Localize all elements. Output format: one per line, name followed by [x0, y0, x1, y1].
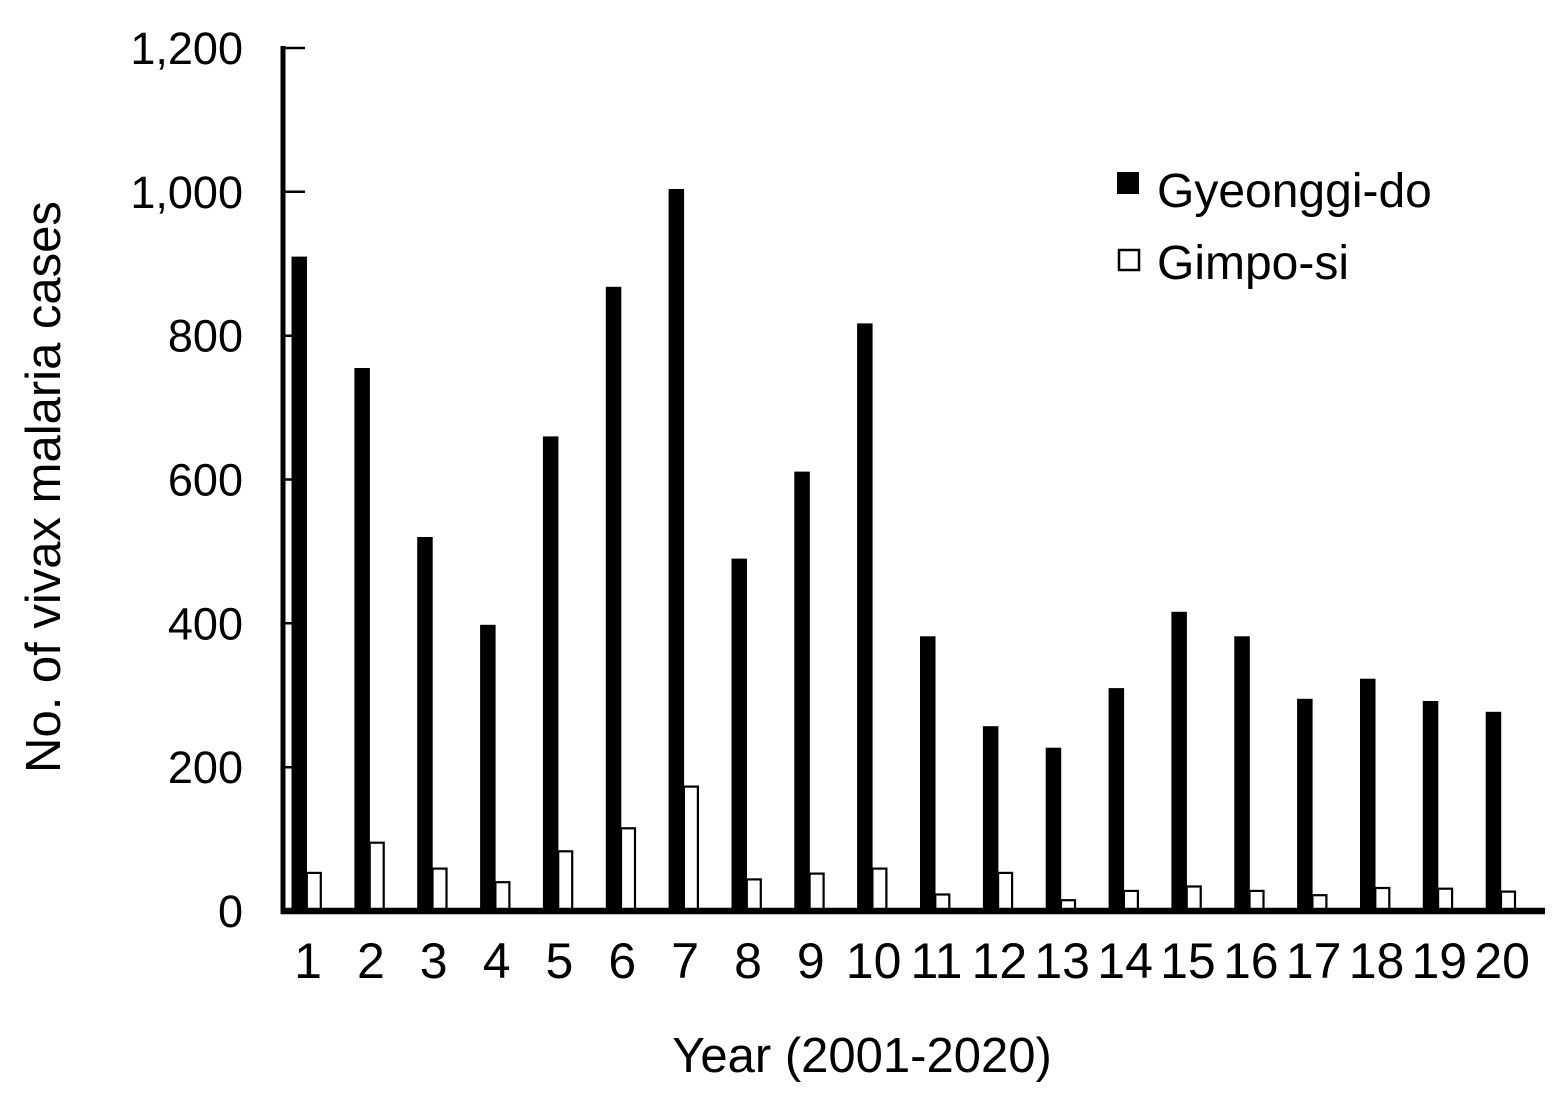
bar-gimpo-year-12	[996, 871, 1014, 914]
x-tick-label-2: 2	[357, 933, 385, 989]
x-tick-label-8: 8	[734, 933, 762, 989]
bar-gimpo-year-9	[808, 872, 825, 914]
bar-gyeonggi-year-18	[1360, 678, 1376, 913]
x-tick-label-6: 6	[608, 933, 636, 989]
bar-gyeonggi-year-9	[794, 471, 810, 913]
x-tick-label-17: 17	[1286, 933, 1342, 989]
bar-gyeonggi-year-19	[1422, 701, 1439, 913]
x-tick-label-19: 19	[1411, 933, 1467, 989]
legend-swatch-gyeonggi-filled-square-icon	[1117, 172, 1139, 194]
x-tick-label-10: 10	[846, 933, 902, 989]
y-tick-label-600: 600	[168, 455, 243, 506]
x-tick-label-16: 16	[1223, 933, 1279, 989]
bar-gyeonggi-year-6	[605, 286, 622, 913]
y-axis-title: No. of vivax malaria cases	[17, 201, 71, 773]
x-tick-label-14: 14	[1097, 933, 1153, 989]
bar-gimpo-year-10	[871, 867, 888, 914]
bar-gyeonggi-year-11	[920, 636, 936, 913]
x-tick-label-7: 7	[671, 933, 699, 989]
bar-gimpo-year-7	[682, 785, 700, 914]
bar-gimpo-year-5	[557, 850, 574, 914]
bar-gyeonggi-year-15	[1171, 611, 1187, 913]
x-tick-label-1: 1	[294, 933, 322, 989]
bar-gyeonggi-year-16	[1234, 636, 1250, 913]
legend: Gyeonggi-do Gimpo-si	[1117, 165, 1432, 290]
bar-gyeonggi-year-10	[857, 323, 873, 913]
bar-gyeonggi-year-2	[354, 368, 370, 913]
x-tick-label-9: 9	[797, 933, 825, 989]
y-tick-label-200: 200	[168, 742, 243, 793]
bar-gimpo-year-6	[619, 827, 637, 914]
x-tick-label-11: 11	[911, 933, 963, 989]
legend-label-gimpo: Gimpo-si	[1157, 237, 1349, 290]
x-tick-label-3: 3	[420, 933, 448, 989]
y-tick-label-1200: 1,200	[130, 23, 243, 74]
bar-gyeonggi-year-17	[1297, 698, 1313, 913]
bar-gyeonggi-year-12	[982, 726, 999, 913]
bars-layer	[291, 189, 1517, 914]
bar-gyeonggi-year-4	[480, 624, 496, 913]
x-tick-label-12: 12	[972, 933, 1028, 989]
bar-gyeonggi-year-8	[731, 558, 747, 913]
bar-gimpo-year-1	[305, 871, 322, 914]
x-tick-label-18: 18	[1349, 933, 1405, 989]
y-tick-label-1000: 1,000	[130, 167, 243, 218]
bar-gyeonggi-year-7	[668, 189, 685, 913]
x-tick-label-13: 13	[1034, 933, 1090, 989]
bar-gyeonggi-year-20	[1485, 711, 1502, 913]
x-tick-label-15: 15	[1160, 933, 1216, 989]
legend-swatch-gimpo-open-square-icon	[1117, 248, 1141, 272]
bar-gyeonggi-year-5	[542, 436, 559, 913]
bar-gyeonggi-year-13	[1045, 747, 1062, 913]
y-tick-label-0: 0	[218, 886, 243, 937]
bar-gimpo-year-2	[368, 841, 385, 914]
bar-gyeonggi-year-3	[417, 537, 433, 913]
x-tick-label-20: 20	[1474, 933, 1530, 989]
bar-gyeonggi-year-14	[1108, 688, 1125, 913]
bar-gimpo-year-3	[431, 867, 448, 914]
x-axis-title: Year (2001-2020)	[672, 1029, 1052, 1083]
x-tick-label-5: 5	[545, 933, 573, 989]
y-tick-label-800: 800	[168, 311, 243, 362]
legend-label-gyeonggi: Gyeonggi-do	[1157, 165, 1432, 218]
bar-gimpo-year-8	[745, 878, 762, 914]
bar-gimpo-year-4	[494, 881, 511, 914]
y-tick-label-400: 400	[168, 598, 243, 649]
bar-gyeonggi-year-1	[291, 256, 307, 914]
x-tick-label-4: 4	[483, 933, 511, 989]
